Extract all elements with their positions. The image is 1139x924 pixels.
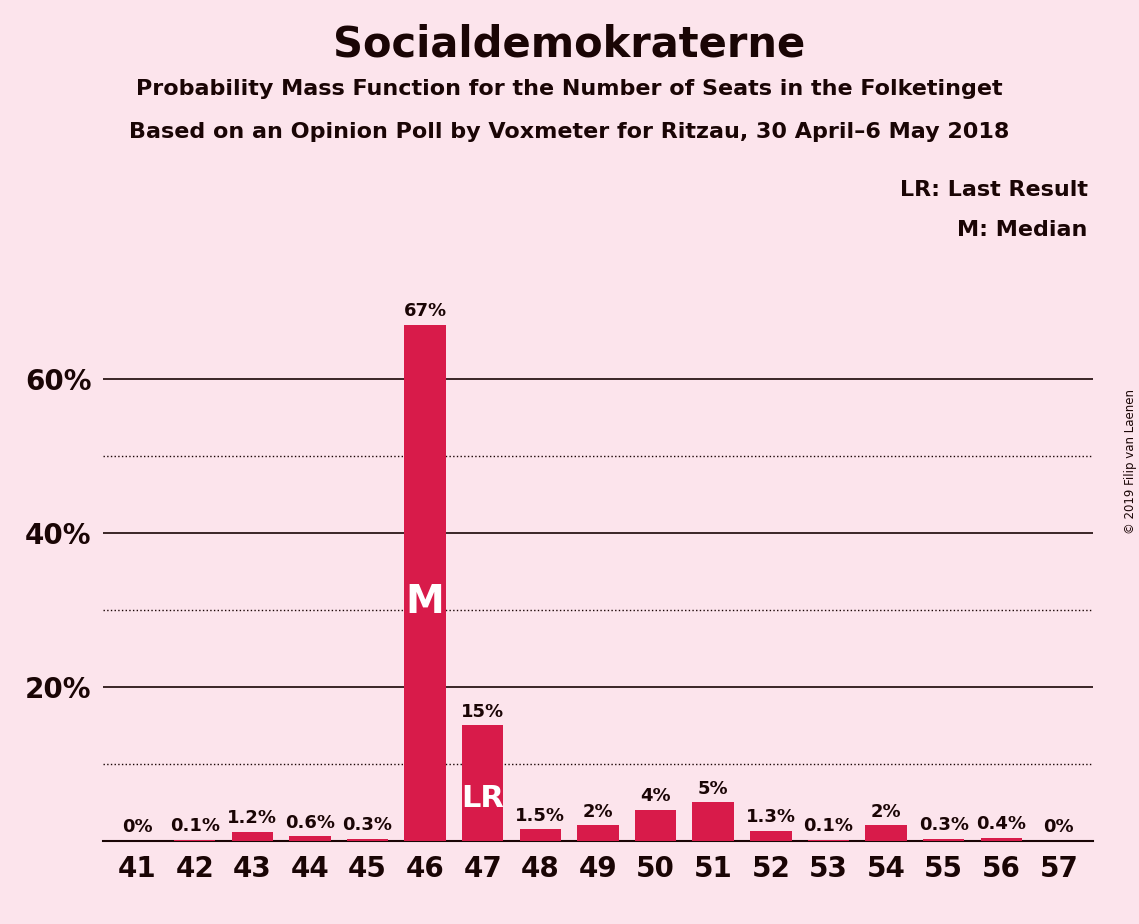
Bar [404, 325, 445, 841]
Bar [981, 838, 1022, 841]
Text: 1.3%: 1.3% [746, 808, 796, 826]
Text: M: Median: M: Median [958, 220, 1088, 240]
Text: © 2019 Filip van Laenen: © 2019 Filip van Laenen [1124, 390, 1137, 534]
Bar [634, 810, 677, 841]
Bar [866, 825, 907, 841]
Text: 4%: 4% [640, 787, 671, 806]
Bar [577, 825, 618, 841]
Text: 67%: 67% [403, 302, 446, 321]
Text: 0.6%: 0.6% [285, 814, 335, 832]
Text: Based on an Opinion Poll by Voxmeter for Ritzau, 30 April–6 May 2018: Based on an Opinion Poll by Voxmeter for… [130, 122, 1009, 142]
Bar [346, 839, 388, 841]
Text: LR: Last Result: LR: Last Result [900, 180, 1088, 201]
Text: LR: LR [461, 784, 505, 813]
Text: 0.1%: 0.1% [803, 818, 853, 835]
Bar [289, 836, 330, 841]
Text: 1.5%: 1.5% [515, 807, 565, 824]
Bar [519, 830, 562, 841]
Text: 2%: 2% [583, 803, 613, 821]
Text: 15%: 15% [461, 703, 505, 721]
Bar [751, 831, 792, 841]
Text: 0.4%: 0.4% [976, 815, 1026, 833]
Text: 5%: 5% [698, 780, 729, 797]
Text: 0.3%: 0.3% [343, 816, 393, 833]
Text: 0%: 0% [1043, 819, 1074, 836]
Bar [923, 839, 965, 841]
Text: 1.2%: 1.2% [228, 809, 277, 827]
Text: Probability Mass Function for the Number of Seats in the Folketinget: Probability Mass Function for the Number… [137, 79, 1002, 99]
Text: 0.3%: 0.3% [919, 816, 968, 833]
Text: 2%: 2% [870, 803, 901, 821]
Text: Socialdemokraterne: Socialdemokraterne [334, 23, 805, 65]
Bar [693, 802, 734, 841]
Text: M: M [405, 583, 444, 621]
Text: 0%: 0% [122, 819, 153, 836]
Bar [462, 725, 503, 841]
Text: 0.1%: 0.1% [170, 818, 220, 835]
Bar [231, 832, 273, 841]
